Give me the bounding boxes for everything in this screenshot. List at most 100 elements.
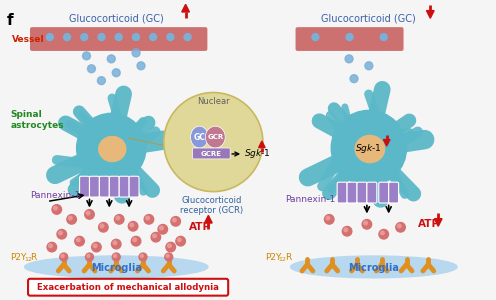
Circle shape	[113, 241, 117, 244]
Ellipse shape	[190, 126, 208, 148]
Circle shape	[76, 113, 146, 183]
Circle shape	[364, 221, 368, 225]
Circle shape	[324, 214, 334, 224]
Polygon shape	[383, 140, 390, 146]
Text: Exacerbation of mechanical allodynia: Exacerbation of mechanical allodynia	[37, 283, 219, 292]
Circle shape	[47, 242, 57, 252]
FancyBboxPatch shape	[99, 176, 109, 197]
Ellipse shape	[25, 256, 208, 278]
Circle shape	[133, 238, 136, 242]
Circle shape	[151, 232, 161, 242]
Circle shape	[49, 244, 52, 247]
Text: Vessel: Vessel	[12, 34, 45, 43]
Polygon shape	[204, 215, 212, 223]
Circle shape	[164, 92, 263, 192]
Circle shape	[326, 216, 330, 220]
Polygon shape	[427, 11, 434, 18]
Circle shape	[131, 236, 141, 246]
Circle shape	[107, 55, 115, 63]
Circle shape	[63, 34, 70, 40]
FancyBboxPatch shape	[119, 176, 129, 197]
Circle shape	[130, 223, 133, 227]
Circle shape	[115, 34, 122, 40]
FancyBboxPatch shape	[347, 182, 357, 203]
Circle shape	[137, 62, 145, 70]
Circle shape	[76, 238, 80, 242]
Circle shape	[59, 231, 62, 235]
Circle shape	[344, 228, 348, 232]
Circle shape	[100, 224, 104, 228]
Circle shape	[150, 34, 157, 40]
Text: ATP: ATP	[188, 222, 211, 232]
Circle shape	[176, 236, 186, 246]
FancyBboxPatch shape	[357, 182, 367, 203]
Circle shape	[85, 210, 94, 219]
Circle shape	[380, 231, 384, 235]
FancyBboxPatch shape	[192, 148, 230, 159]
Text: $\it{Sgk}$-1: $\it{Sgk}$-1	[244, 148, 271, 160]
Text: Microglia: Microglia	[348, 263, 399, 273]
FancyBboxPatch shape	[30, 27, 207, 51]
Text: P2Y: P2Y	[10, 253, 27, 262]
Text: Pannexin-1: Pannexin-1	[30, 191, 80, 200]
Circle shape	[68, 216, 72, 220]
Circle shape	[160, 226, 163, 230]
Text: f: f	[7, 13, 14, 28]
Circle shape	[112, 69, 120, 77]
Circle shape	[153, 234, 156, 238]
Circle shape	[167, 34, 174, 40]
Circle shape	[115, 214, 124, 224]
Text: ATP: ATP	[419, 219, 440, 229]
Circle shape	[114, 254, 117, 257]
Text: GCRE: GCRE	[201, 151, 222, 157]
Circle shape	[166, 254, 169, 257]
Circle shape	[331, 110, 407, 186]
Circle shape	[99, 223, 108, 232]
Ellipse shape	[205, 126, 225, 148]
Circle shape	[178, 238, 181, 242]
Circle shape	[112, 253, 120, 261]
Circle shape	[98, 34, 105, 40]
FancyBboxPatch shape	[367, 182, 377, 203]
Circle shape	[57, 230, 66, 239]
Circle shape	[87, 254, 90, 257]
Circle shape	[47, 34, 53, 40]
Circle shape	[52, 205, 62, 214]
Text: Glucocorticoid (GC): Glucocorticoid (GC)	[69, 13, 164, 23]
Circle shape	[171, 217, 181, 226]
Text: Pannexin-1: Pannexin-1	[285, 195, 335, 204]
Text: 12: 12	[24, 257, 32, 262]
Circle shape	[312, 34, 319, 40]
Text: GCR: GCR	[207, 134, 223, 140]
Circle shape	[342, 226, 352, 236]
Ellipse shape	[99, 136, 126, 161]
Circle shape	[146, 216, 149, 220]
Circle shape	[184, 34, 191, 40]
Ellipse shape	[291, 256, 457, 278]
Circle shape	[87, 65, 95, 73]
Text: R: R	[30, 253, 36, 262]
Circle shape	[346, 34, 353, 40]
Circle shape	[166, 242, 176, 252]
FancyBboxPatch shape	[129, 176, 139, 197]
Text: Glucocorticoid
receptor (GCR): Glucocorticoid receptor (GCR)	[180, 196, 243, 215]
FancyBboxPatch shape	[79, 176, 89, 197]
Circle shape	[345, 55, 353, 63]
Text: Glucocorticoid (GC): Glucocorticoid (GC)	[321, 13, 416, 23]
Polygon shape	[434, 219, 442, 226]
FancyBboxPatch shape	[109, 176, 119, 197]
Circle shape	[112, 239, 121, 249]
Polygon shape	[182, 4, 189, 12]
Circle shape	[132, 49, 140, 57]
Circle shape	[61, 254, 64, 257]
Circle shape	[128, 221, 138, 231]
Circle shape	[67, 214, 76, 224]
Ellipse shape	[355, 136, 384, 163]
Circle shape	[82, 52, 90, 60]
Circle shape	[165, 253, 173, 261]
Text: GC: GC	[193, 133, 205, 142]
FancyBboxPatch shape	[89, 176, 99, 197]
Circle shape	[158, 224, 168, 234]
Text: $\it{Sgk}$-1: $\it{Sgk}$-1	[356, 142, 382, 154]
FancyBboxPatch shape	[337, 182, 347, 203]
